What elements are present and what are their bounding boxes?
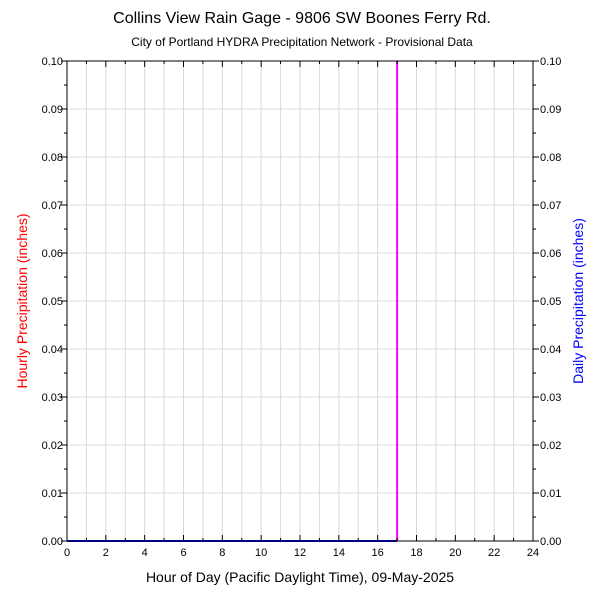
chart-subtitle: City of Portland HYDRA Precipitation Net… (131, 35, 473, 49)
y-tick-label-right: 0.04 (540, 344, 561, 356)
chart-title: Collins View Rain Gage - 9806 SW Boones … (113, 10, 491, 27)
y-tick-labels-right: 0.00 0.01 0.02 0.03 0.04 0.05 0.06 0.07 0.08 0.09… (540, 56, 561, 548)
y-tick-label-left: 0.05 (42, 296, 63, 308)
x-tick-label: 20 (449, 547, 461, 559)
x-tick-label: 2 (103, 547, 109, 559)
y-tick-label-right: 0.08 (540, 152, 561, 164)
y-tick-label-left: 0.06 (42, 248, 63, 260)
x-tick-label: 4 (142, 547, 148, 559)
y-tick-label-left: 0.03 (42, 392, 63, 404)
x-tick-label: 8 (219, 547, 225, 559)
y-tick-label-right: 0.01 (540, 488, 561, 500)
x-axis-label: Hour of Day (Pacific Daylight Time), 09-… (146, 569, 454, 585)
grid-lines (67, 61, 533, 541)
y-tick-label-left: 0.10 (42, 56, 63, 68)
y-tick-label-left: 0.08 (42, 152, 63, 164)
y-tick-label-right: 0.02 (540, 440, 561, 452)
x-tick-labels: 0 2 4 6 8 10 12 14 16 18 20 22 24 (64, 547, 539, 559)
y-tick-label-left: 0.09 (42, 104, 63, 116)
y-tick-label-left: 0.04 (42, 344, 63, 356)
y-tick-label-right: 0.07 (540, 200, 561, 212)
y-axis-label-right: Daily Precipitation (inches) (570, 218, 586, 384)
y-tick-label-right: 0.00 (540, 536, 561, 548)
y-tick-label-right: 0.06 (540, 248, 561, 260)
y-tick-label-right: 0.05 (540, 296, 561, 308)
x-tick-label: 22 (488, 547, 500, 559)
y-axis-label-left: Hourly Precipitation (inches) (14, 213, 30, 388)
plot-area-frame (66, 60, 534, 542)
y-tick-label-right: 0.10 (540, 56, 561, 68)
x-tick-label: 12 (294, 547, 306, 559)
x-tick-label: 16 (372, 547, 384, 559)
x-tick-label: 14 (333, 547, 345, 559)
y-tick-labels-left: 0.00 0.01 0.02 0.03 0.04 0.05 0.06 0.07 0.08 0.09… (42, 56, 63, 548)
x-tick-label: 18 (410, 547, 422, 559)
y-tick-label-right: 0.09 (540, 104, 561, 116)
x-tick-label: 24 (527, 547, 539, 559)
y-tick-label-left: 0.00 (42, 536, 63, 548)
y-tick-label-right: 0.03 (540, 392, 561, 404)
y-tick-label-left: 0.02 (42, 440, 63, 452)
x-tick-label: 0 (64, 547, 70, 559)
y-tick-label-left: 0.07 (42, 200, 63, 212)
y-tick-label-left: 0.01 (42, 488, 63, 500)
x-tick-label: 10 (255, 547, 267, 559)
x-tick-label: 6 (180, 547, 186, 559)
